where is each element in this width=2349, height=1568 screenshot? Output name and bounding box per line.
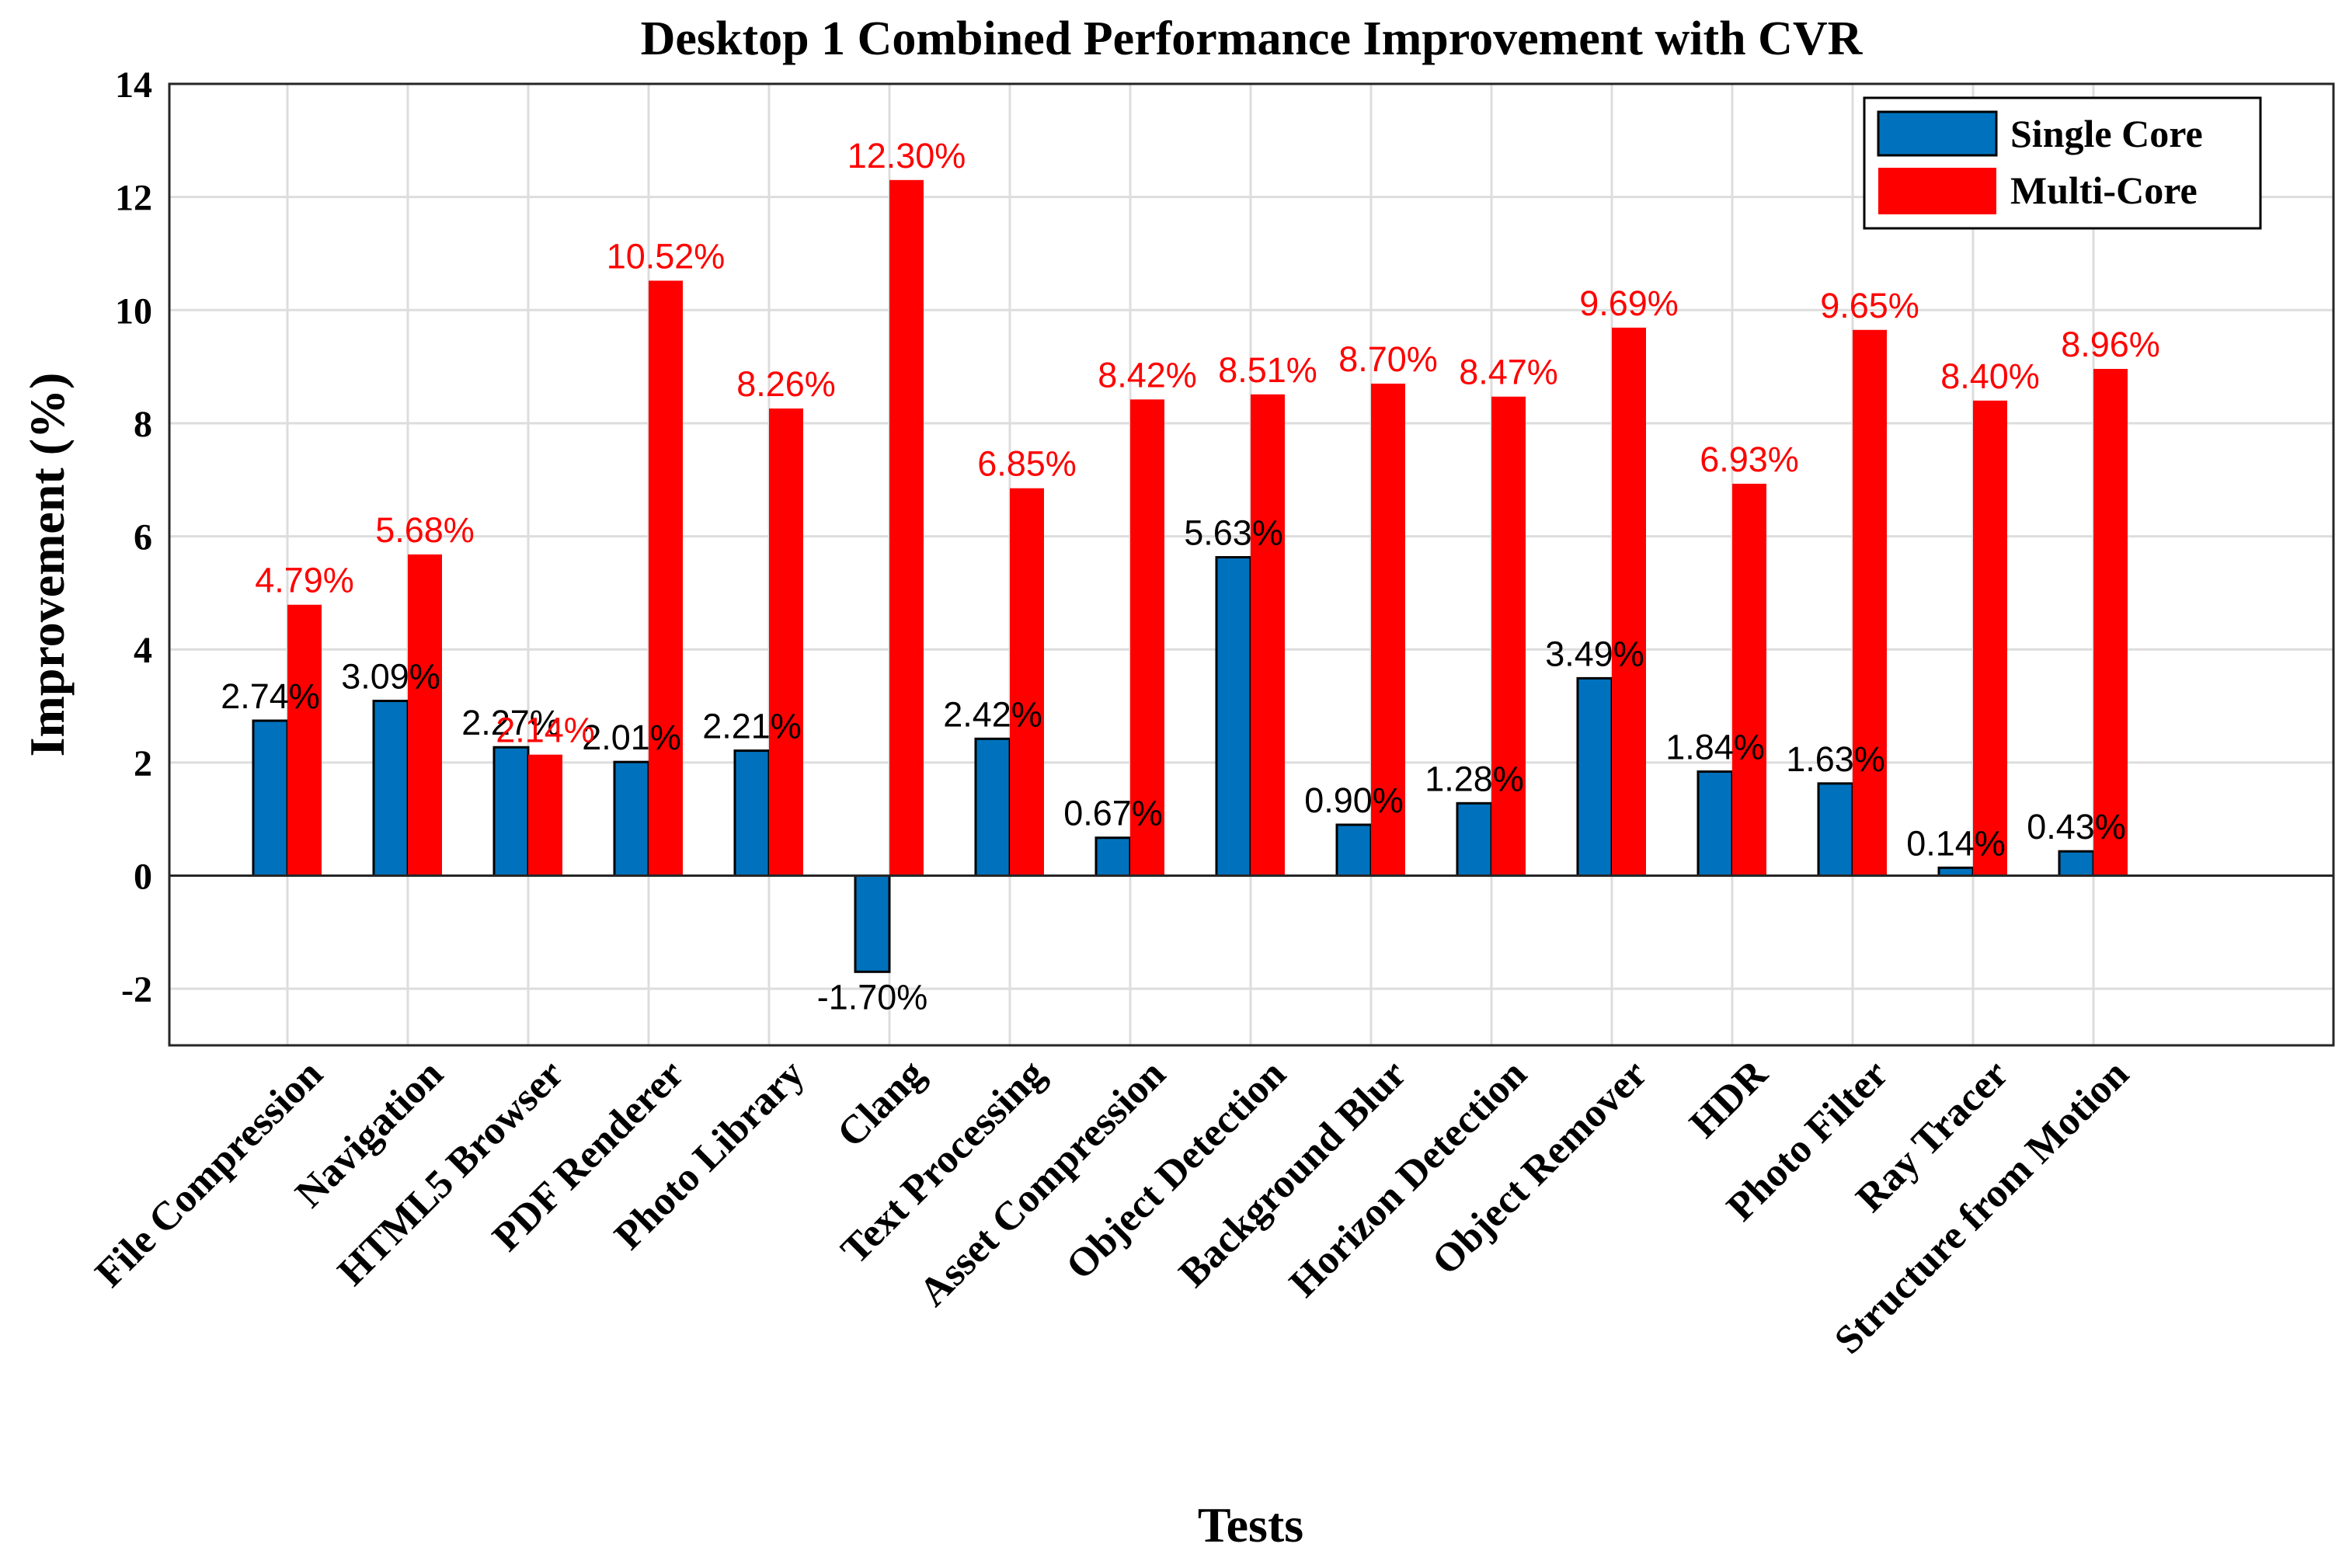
single-core-value-label: 2.21% xyxy=(702,707,802,746)
single-core-value-label: 3.09% xyxy=(341,657,440,697)
x-axis-label: Tests xyxy=(1198,1497,1303,1552)
single-core-value-label: 2.74% xyxy=(221,676,320,716)
y-tick-label: 2 xyxy=(134,743,152,784)
multi-core-value-label: 8.40% xyxy=(1940,356,2040,396)
single-core-value-label: 0.43% xyxy=(2027,807,2126,847)
y-tick-label: 0 xyxy=(134,857,152,898)
single-core-bar xyxy=(1094,836,1132,878)
single-core-value-label: 0.90% xyxy=(1304,781,1404,820)
bars xyxy=(252,179,2128,973)
single-core-value-label: 2.01% xyxy=(582,718,681,757)
single-core-value-label: 1.63% xyxy=(1786,739,1885,779)
multi-core-bar xyxy=(1612,327,1646,876)
multi-core-value-label: 8.42% xyxy=(1098,355,1197,395)
multi-core-bar xyxy=(1371,383,1405,876)
multi-core-value-label: 8.26% xyxy=(736,364,836,404)
multi-core-bar xyxy=(528,754,562,876)
y-tick-label: 4 xyxy=(134,630,152,671)
multi-core-bar xyxy=(1732,483,1766,876)
multi-core-bar xyxy=(287,604,322,876)
legend-label-multi-core: Multi-Core xyxy=(2010,169,2198,212)
chart-title: Desktop 1 Combined Performance Improveme… xyxy=(641,12,1864,65)
single-core-value-label: 1.28% xyxy=(1425,759,1524,798)
single-core-value-label: 2.27% xyxy=(461,703,561,742)
multi-core-value-label: 6.93% xyxy=(1700,440,1799,479)
multi-core-value-label: 10.52% xyxy=(607,236,726,276)
multi-core-value-label: 9.65% xyxy=(1820,286,1919,325)
y-tick-label: 6 xyxy=(134,517,152,558)
y-tick-label: 10 xyxy=(115,290,152,332)
y-tick-label: 8 xyxy=(134,404,152,445)
multi-core-value-label: 12.30% xyxy=(847,136,966,176)
single-core-bar xyxy=(613,760,650,878)
y-tick-label: 14 xyxy=(115,64,152,106)
data-labels: 2.74% 3.09% 2.27% 2.01% 2.21% -1.70% 2.42% 0.67… xyxy=(221,136,2160,1017)
legend-swatch-single-core xyxy=(1877,110,1998,157)
single-core-bar xyxy=(1576,676,1613,878)
legend-swatch-multi-core xyxy=(1878,168,1996,214)
multi-core-bar xyxy=(1010,488,1044,876)
y-tick-labels: -2 0 2 4 6 8 10 12 14 xyxy=(115,64,152,1010)
legend: Single Core Multi-Core xyxy=(1863,96,2262,230)
single-core-value-label: 3.49% xyxy=(1545,634,1644,673)
single-core-bar xyxy=(252,719,289,878)
multi-core-value-label: 8.96% xyxy=(2061,325,2160,364)
multi-core-value-label: 4.79% xyxy=(255,561,354,600)
legend-label-single-core: Single Core xyxy=(2010,112,2203,155)
multi-core-value-label: 5.68% xyxy=(375,510,475,550)
multi-core-bar xyxy=(1491,396,1526,876)
single-core-bar xyxy=(1937,866,1975,878)
multi-core-value-label: 9.69% xyxy=(1579,283,1679,323)
multi-core-bar xyxy=(2093,369,2128,876)
multi-core-bar xyxy=(769,409,803,876)
single-core-bar xyxy=(372,700,409,878)
single-core-value-label: 2.42% xyxy=(943,694,1042,734)
multi-core-bar xyxy=(649,280,683,876)
single-core-bar xyxy=(854,874,891,973)
y-axis-label: Improvement (%) xyxy=(19,373,75,757)
single-core-value-label: 5.63% xyxy=(1184,513,1283,553)
single-core-bar xyxy=(1215,556,1252,878)
y-tick-label: -2 xyxy=(121,969,152,1010)
single-core-value-label: 0.14% xyxy=(1906,823,2006,863)
single-core-value-label: 0.67% xyxy=(1063,794,1163,833)
single-core-bar xyxy=(2058,850,2095,878)
single-core-bar xyxy=(733,749,771,878)
multi-core-bar xyxy=(1130,399,1164,876)
multi-core-bar xyxy=(889,179,924,876)
single-core-bar xyxy=(1335,823,1373,878)
single-core-bar xyxy=(1817,782,1854,878)
single-core-bar xyxy=(1696,770,1734,878)
single-core-value-label: 1.84% xyxy=(1665,728,1765,767)
y-tick-label: 12 xyxy=(115,178,152,219)
plot-frame xyxy=(168,82,2335,1047)
multi-core-bar xyxy=(1853,329,1887,876)
single-core-bar xyxy=(492,746,530,878)
single-core-value-label: -1.70% xyxy=(817,977,928,1017)
multi-core-bar xyxy=(1251,394,1285,876)
multi-core-value-label: 8.51% xyxy=(1218,350,1317,390)
multi-core-value-label: 2.14% xyxy=(496,711,595,750)
single-core-bar xyxy=(974,737,1011,878)
single-core-bar xyxy=(1456,801,1493,878)
multi-core-value-label: 8.70% xyxy=(1338,339,1438,379)
multi-core-bar xyxy=(1973,400,2007,876)
multi-core-value-label: 8.47% xyxy=(1459,353,1558,392)
multi-core-bar xyxy=(408,554,442,876)
multi-core-value-label: 6.85% xyxy=(977,444,1077,484)
